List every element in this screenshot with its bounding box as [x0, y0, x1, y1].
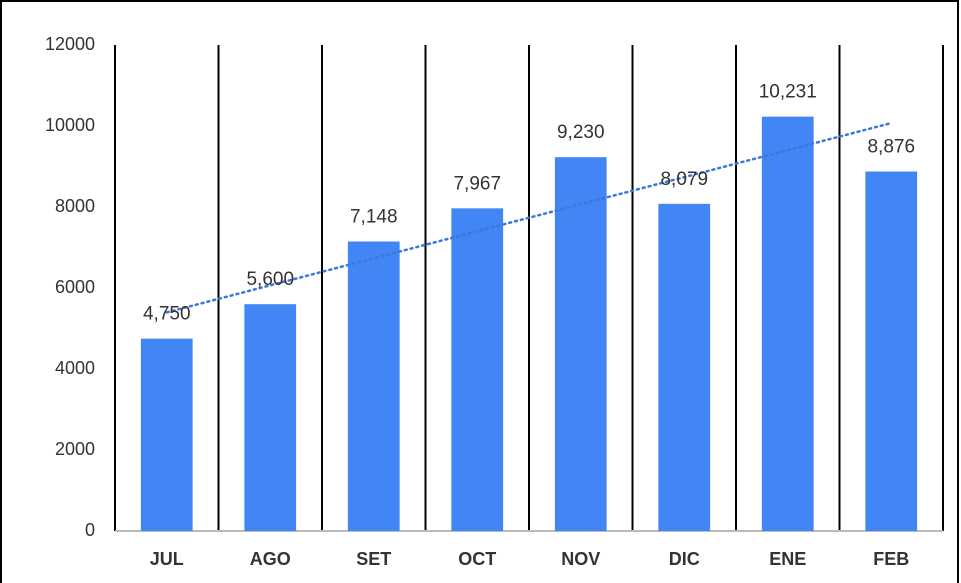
value-label: 4,750 [143, 304, 191, 325]
y-tick-label: 6000 [55, 277, 95, 297]
x-tick-label: NOV [561, 549, 600, 569]
value-label: 9,230 [557, 122, 605, 143]
value-label: 10,231 [759, 82, 817, 103]
y-tick-label: 4000 [55, 358, 95, 378]
value-label: 7,148 [350, 207, 398, 228]
bar [347, 241, 400, 532]
bar [140, 338, 193, 531]
x-tick-label: FEB [873, 549, 909, 569]
bar [451, 208, 504, 532]
y-tick-label: 8000 [55, 196, 95, 216]
bar [658, 203, 711, 531]
value-label: 8,079 [660, 169, 708, 190]
y-tick-label: 10000 [45, 115, 95, 135]
trendline [165, 121, 893, 314]
bar [865, 171, 918, 531]
value-label: 7,967 [453, 173, 501, 194]
x-tick-label: OCT [458, 549, 496, 569]
y-tick-label: 0 [85, 520, 95, 540]
bar [554, 157, 607, 531]
x-tick-label: DIC [669, 549, 700, 569]
y-tick-label: 12000 [45, 34, 95, 54]
y-tick-label: 2000 [55, 439, 95, 459]
bar [244, 304, 297, 531]
x-tick-label: AGO [250, 549, 291, 569]
bar [761, 116, 814, 531]
x-tick-label: SET [356, 549, 391, 569]
x-tick-label: JUL [150, 549, 184, 569]
x-tick-label: ENE [769, 549, 806, 569]
value-label: 5,600 [246, 269, 294, 290]
value-label: 8,876 [867, 137, 915, 158]
